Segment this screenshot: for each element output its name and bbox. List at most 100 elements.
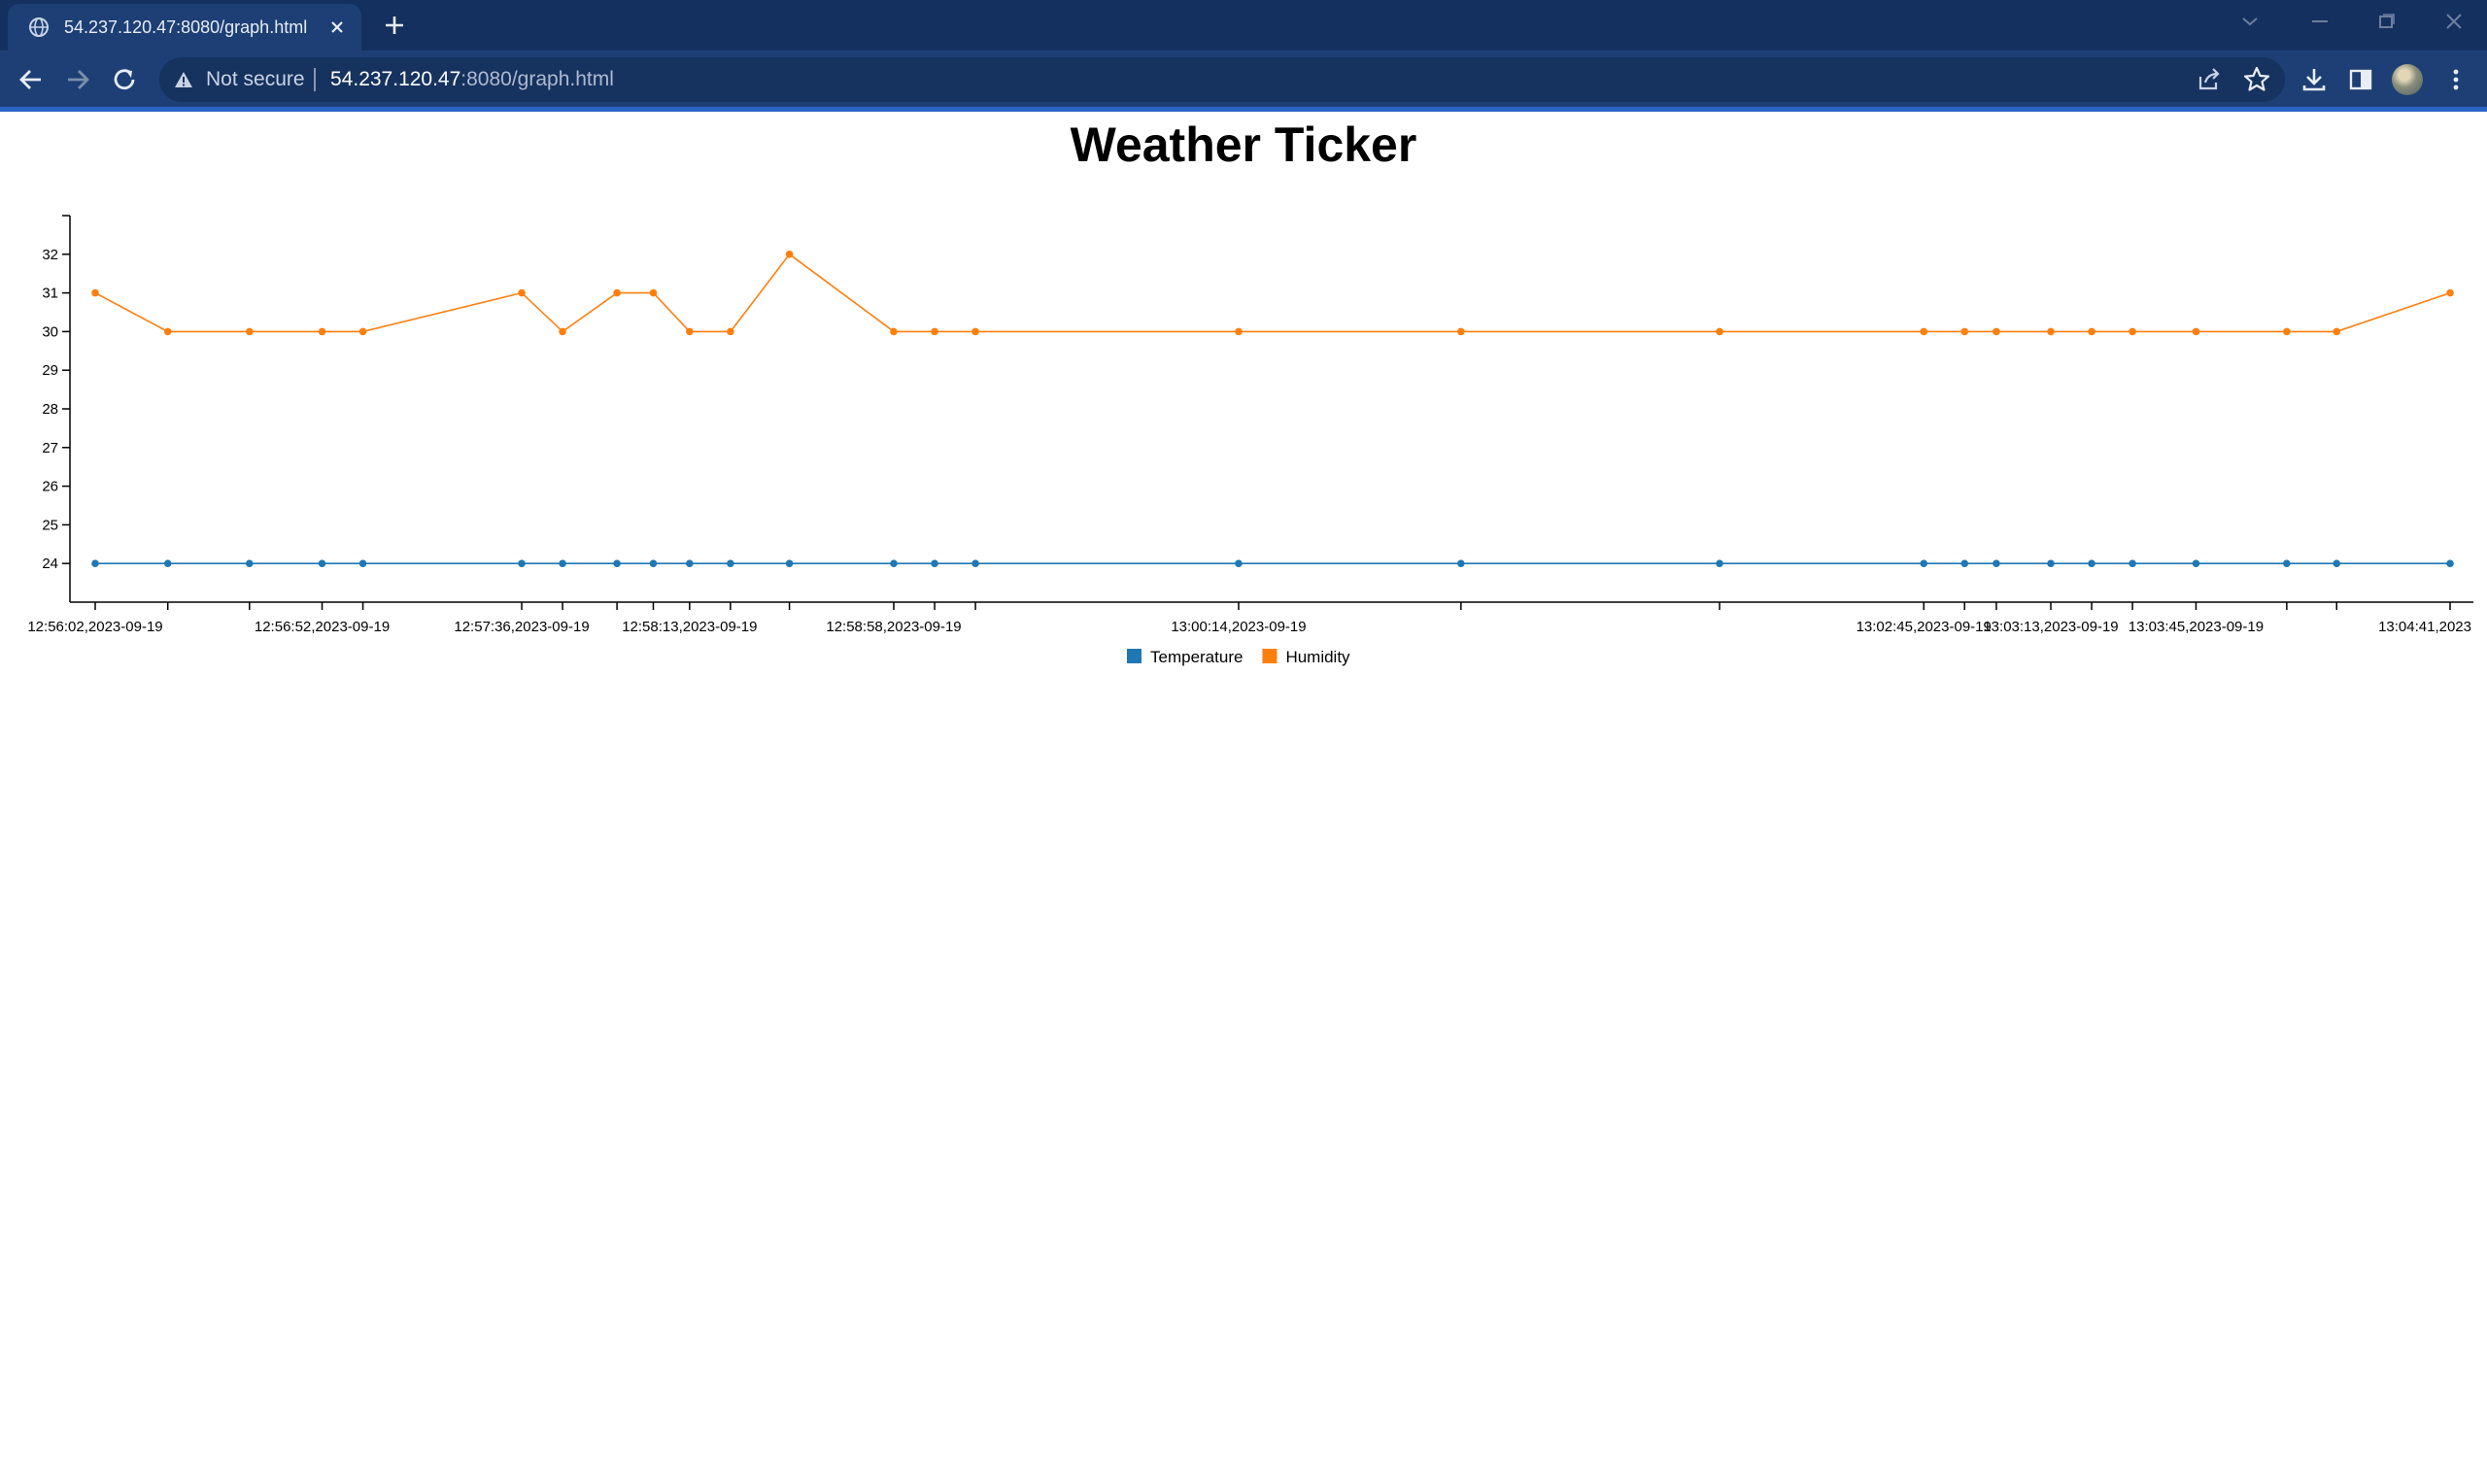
y-tick-label: 24 bbox=[42, 556, 58, 572]
x-tick-label: 13:04:41,2023 bbox=[2378, 619, 2471, 635]
address-bar[interactable] bbox=[159, 57, 2285, 102]
humidity-data-point bbox=[2333, 327, 2341, 336]
warning-triangle-icon[interactable] bbox=[173, 69, 194, 90]
x-tick-label: 13:03:13,2023-09-19 bbox=[1983, 619, 2118, 635]
humidity-series-line bbox=[94, 253, 2451, 333]
y-tick-label: 25 bbox=[42, 517, 58, 533]
temperature-data-point bbox=[2446, 559, 2454, 567]
humidity-data-point bbox=[1993, 327, 2000, 336]
browser-tab[interactable]: 54.237.120.47:8080/graph.html bbox=[8, 4, 361, 51]
side-panel-icon[interactable] bbox=[2345, 64, 2376, 95]
bookmark-star-icon[interactable] bbox=[2241, 64, 2272, 95]
plot-area: 24 25 26 27 28 29 30 31 32 12:56:02,2023-09-19 12:… bbox=[27, 215, 2473, 666]
humidity-data-point bbox=[2129, 327, 2136, 336]
minimize-icon[interactable] bbox=[2304, 10, 2335, 33]
close-window-icon[interactable] bbox=[2438, 10, 2470, 33]
humidity-data-point bbox=[91, 288, 99, 297]
humidity-legend-label: Humidity bbox=[1285, 648, 1350, 666]
humidity-data-point bbox=[2047, 327, 2055, 336]
y-tick-label: 30 bbox=[42, 323, 58, 340]
humidity-data-point bbox=[1716, 327, 1723, 336]
temperature-legend-swatch bbox=[1127, 649, 1141, 663]
humidity-data-point bbox=[2088, 327, 2095, 336]
share-icon[interactable] bbox=[2194, 64, 2225, 95]
humidity-data-point bbox=[559, 327, 566, 336]
weather-line-chart: 24 25 26 27 28 29 30 31 32 12:56:02,2023-09-19 12:… bbox=[27, 215, 2473, 666]
restore-icon[interactable] bbox=[2370, 10, 2402, 33]
tab-title: 54.237.120.47:8080/graph.html bbox=[64, 17, 308, 37]
temperature-data-point bbox=[2129, 559, 2136, 567]
temperature-data-point bbox=[1457, 559, 1465, 567]
humidity-data-point bbox=[318, 327, 326, 336]
humidity-data-point bbox=[1920, 327, 1928, 336]
humidity-data-point bbox=[649, 288, 658, 297]
toolbar-accent-line bbox=[0, 107, 2487, 112]
temperature-data-point bbox=[613, 559, 621, 567]
security-status-label[interactable]: Not secure bbox=[206, 68, 305, 90]
humidity-data-point bbox=[785, 251, 794, 258]
y-tick-label: 31 bbox=[42, 286, 58, 302]
temperature-data-point bbox=[1716, 559, 1723, 567]
x-tick-label: 12:56:52,2023-09-19 bbox=[255, 619, 390, 635]
temperature-data-point bbox=[318, 559, 326, 567]
x-tick-label: 12:56:02,2023-09-19 bbox=[27, 619, 162, 635]
address-separator bbox=[314, 68, 316, 91]
temperature-data-point bbox=[686, 559, 694, 567]
temperature-data-point bbox=[518, 559, 526, 567]
temperature-data-point bbox=[2047, 559, 2055, 567]
url-path: :8080/graph.html bbox=[460, 68, 614, 90]
x-tick-label: 13:03:45,2023-09-19 bbox=[2129, 619, 2264, 635]
page-title: Weather Ticker bbox=[1070, 118, 1417, 172]
y-tick-label: 29 bbox=[42, 362, 58, 379]
temperature-data-point bbox=[890, 559, 898, 567]
humidity-data-point bbox=[1457, 327, 1465, 336]
back-arrow-icon[interactable] bbox=[14, 62, 49, 97]
humidity-data-point bbox=[2446, 288, 2454, 297]
humidity-data-point bbox=[245, 327, 254, 336]
humidity-data-point bbox=[686, 327, 694, 336]
browser-tab-bar bbox=[0, 0, 2487, 51]
temperature-legend-label: Temperature bbox=[1150, 648, 1243, 666]
x-tick-label: 13:02:45,2023-09-19 bbox=[1857, 619, 1992, 635]
reload-icon[interactable] bbox=[107, 62, 142, 97]
temperature-data-point bbox=[2088, 559, 2095, 567]
temperature-data-point bbox=[358, 559, 367, 567]
humidity-data-point bbox=[890, 327, 898, 336]
temperature-data-point bbox=[2283, 559, 2291, 567]
temperature-data-point bbox=[2333, 559, 2341, 567]
x-tick-label: 13:00:14,2023-09-19 bbox=[1171, 619, 1306, 635]
x-tick-label: 12:57:36,2023-09-19 bbox=[454, 619, 589, 635]
y-tick-label: 27 bbox=[42, 440, 58, 456]
more-menu-icon[interactable] bbox=[2440, 64, 2471, 95]
forward-arrow-icon[interactable] bbox=[60, 62, 95, 97]
temperature-data-point bbox=[649, 559, 658, 567]
temperature-data-point bbox=[1960, 559, 1969, 567]
humidity-data-point bbox=[2192, 327, 2200, 336]
temperature-data-point bbox=[1920, 559, 1928, 567]
temperature-data-point bbox=[971, 559, 979, 567]
temperature-data-point bbox=[559, 559, 566, 567]
temperature-data-point bbox=[785, 559, 794, 567]
humidity-legend-swatch bbox=[1262, 649, 1278, 663]
temperature-data-point bbox=[1235, 559, 1243, 567]
humidity-data-point bbox=[1960, 327, 1969, 336]
new-tab-plus-icon[interactable] bbox=[381, 12, 408, 39]
url-text[interactable]: 54.237.120.47:8080/graph.html bbox=[330, 68, 614, 91]
humidity-data-point bbox=[727, 327, 734, 336]
x-tick-label: 12:58:13,2023-09-19 bbox=[622, 619, 757, 635]
y-tick-label: 32 bbox=[42, 247, 58, 263]
humidity-data-point bbox=[613, 288, 621, 297]
tab-search-chevron-icon[interactable] bbox=[2234, 10, 2266, 33]
humidity-data-point bbox=[163, 327, 172, 336]
humidity-data-point bbox=[1235, 327, 1243, 336]
temperature-data-point bbox=[91, 559, 99, 567]
download-icon[interactable] bbox=[2299, 64, 2330, 95]
humidity-data-point bbox=[931, 327, 938, 336]
y-tick-label: 26 bbox=[42, 479, 58, 495]
profile-avatar[interactable] bbox=[2392, 64, 2423, 95]
close-icon[interactable] bbox=[326, 17, 348, 38]
globe-icon bbox=[29, 17, 49, 37]
humidity-data-point bbox=[518, 288, 526, 297]
x-tick-label: 12:58:58,2023-09-19 bbox=[826, 619, 961, 635]
temperature-data-point bbox=[163, 559, 172, 567]
